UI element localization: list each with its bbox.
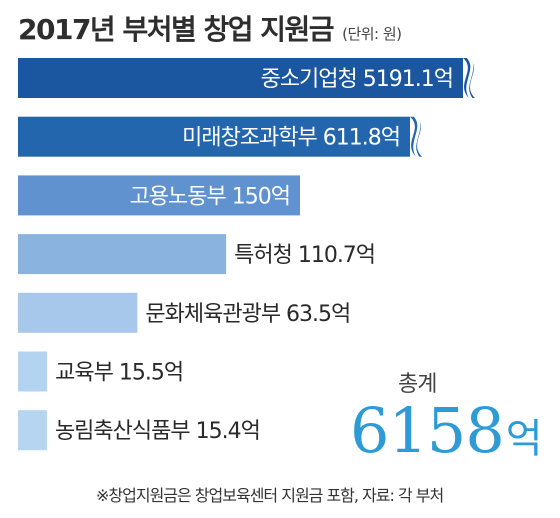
bar-label-6: 교육부 15.5억 bbox=[55, 361, 183, 386]
bar-6 bbox=[18, 351, 48, 392]
bar-3 bbox=[18, 175, 300, 216]
chart-title: 2017년 부처별 창업 지원금 bbox=[18, 13, 335, 46]
bar-label-4: 특허청 110.7억 bbox=[234, 243, 375, 268]
bar-label-2: 미래창조과학부 611.8억 bbox=[182, 126, 400, 151]
axis-break-gap-1 bbox=[465, 54, 474, 101]
footnote: ※창업지원금은 창업보육센터 지원금 포함, 자료: 각 부처 bbox=[96, 486, 444, 505]
total-number: 6158 bbox=[350, 394, 505, 467]
bar-1 bbox=[18, 58, 463, 98]
bar-2 bbox=[18, 116, 410, 157]
bar-label-7: 농림축산식품부 15.4억 bbox=[55, 419, 260, 444]
bar-7 bbox=[18, 410, 47, 451]
total-value: 6158억 bbox=[350, 394, 543, 467]
total-label: 총계 bbox=[398, 372, 437, 397]
axis-break-gap-2 bbox=[412, 113, 421, 160]
unit-note: (단위: 원) bbox=[342, 25, 402, 43]
bar-label-3: 고용노동부 150억 bbox=[130, 184, 290, 209]
bar-5 bbox=[18, 292, 138, 333]
bar-label-5: 문화체육관광부 63.5억 bbox=[145, 302, 350, 327]
bar-4 bbox=[18, 234, 227, 275]
chart-header: 2017년 부처별 창업 지원금 (단위: 원) bbox=[18, 8, 402, 48]
total-unit: 억 bbox=[505, 416, 543, 462]
bar-label-1: 중소기업청 5191.1억 bbox=[261, 67, 453, 92]
